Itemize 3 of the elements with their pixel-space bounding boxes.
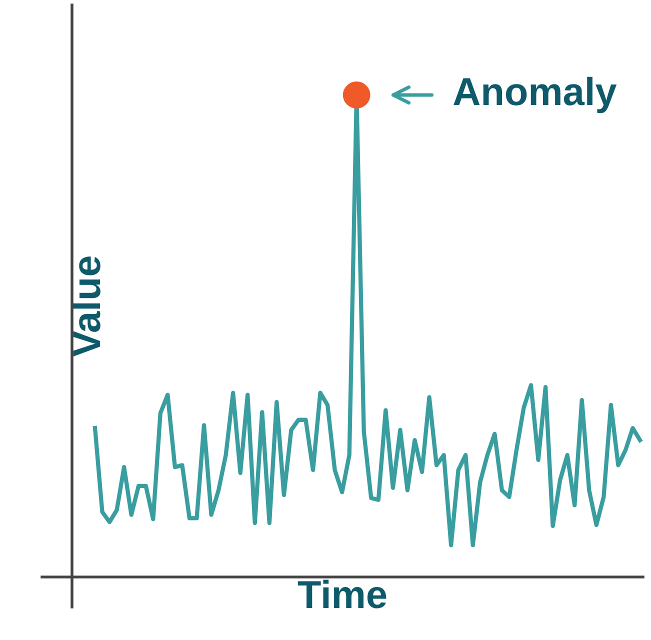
annotation: Anomaly bbox=[454, 76, 617, 114]
y-axis-title: Value bbox=[72, 256, 100, 357]
x-axis-title: Time bbox=[298, 580, 386, 608]
